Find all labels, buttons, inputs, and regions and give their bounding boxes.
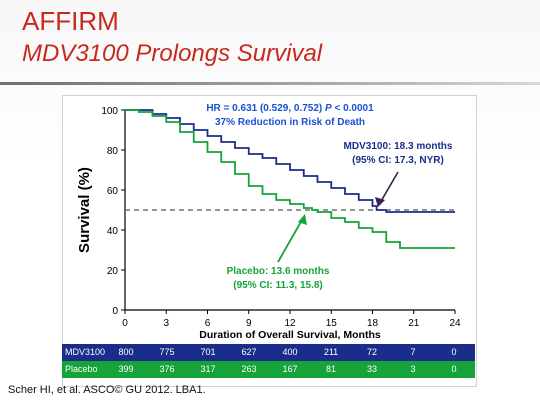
mdv3100-median-label: MDV3100: 18.3 months bbox=[344, 141, 453, 152]
mdv3100-arrow-head bbox=[375, 197, 385, 207]
hr-value: HR = 0.631 (0.529, 0.752) bbox=[206, 103, 325, 114]
x-tick-label: 9 bbox=[246, 318, 252, 329]
risk-cell: 701 bbox=[200, 347, 216, 357]
risk-cell: 399 bbox=[118, 364, 134, 374]
y-axis-ticks: 0 20 40 60 80 100 bbox=[101, 106, 125, 317]
risk-row-mdv3100: MDV3100 800 775 701 627 400 211 72 7 0 bbox=[62, 344, 475, 361]
x-tick-label: 0 bbox=[122, 318, 128, 329]
risk-cell: 211 bbox=[323, 347, 339, 357]
risk-cell: 400 bbox=[282, 347, 298, 357]
risk-cell: 800 bbox=[118, 347, 134, 357]
x-tick-label: 24 bbox=[449, 318, 461, 329]
chart-panel bbox=[62, 95, 477, 387]
hr-annotation-line1: HR = 0.631 (0.529, 0.752) P < 0.0001 bbox=[206, 103, 374, 114]
placebo-arrow-head bbox=[298, 214, 307, 225]
x-tick-label: 3 bbox=[163, 318, 169, 329]
slide-title: AFFIRM bbox=[22, 6, 119, 36]
risk-cell: 317 bbox=[200, 364, 216, 374]
y-axis-label: Survival (%) bbox=[76, 167, 93, 253]
y-tick-label: 20 bbox=[107, 266, 119, 277]
x-tick-label: 15 bbox=[326, 318, 338, 329]
risk-cell: 72 bbox=[366, 347, 377, 357]
x-tick-label: 18 bbox=[367, 318, 379, 329]
risk-cell: 0 bbox=[451, 364, 457, 374]
risk-cell: 627 bbox=[241, 347, 257, 357]
title-divider bbox=[0, 82, 540, 85]
risk-cell: 376 bbox=[159, 364, 175, 374]
y-tick-label: 40 bbox=[107, 226, 119, 237]
risk-cell: 775 bbox=[159, 347, 175, 357]
placebo-median-label: Placebo: 13.6 months bbox=[227, 266, 330, 277]
hr-p-value: < 0.0001 bbox=[332, 103, 374, 114]
x-tick-label: 6 bbox=[205, 318, 211, 329]
citation: Scher HI, et al. ASCO© GU 2012. LBA1. bbox=[8, 384, 206, 396]
placebo-arrow bbox=[277, 219, 303, 263]
hr-annotation-line2: 37% Reduction in Risk of Death bbox=[215, 117, 365, 128]
risk-row-placebo: Placebo 399 376 317 263 167 81 33 3 0 bbox=[62, 361, 475, 378]
y-tick-label: 80 bbox=[107, 146, 119, 157]
numbers-at-risk-table: MDV3100 800 775 701 627 400 211 72 7 0 P… bbox=[62, 344, 475, 378]
risk-row-label: Placebo bbox=[65, 364, 98, 374]
hr-p-symbol: P bbox=[325, 103, 332, 114]
risk-cell: 0 bbox=[451, 347, 457, 357]
risk-cell: 167 bbox=[282, 364, 298, 374]
y-tick-label: 100 bbox=[101, 106, 118, 117]
x-tick-label: 21 bbox=[408, 318, 420, 329]
x-axis-ticks: 0 3 6 9 12 15 18 21 24 bbox=[122, 310, 461, 329]
risk-cell: 7 bbox=[410, 347, 416, 357]
slide-subtitle: MDV3100 Prolongs Survival bbox=[22, 40, 323, 67]
risk-cell: 81 bbox=[325, 364, 336, 374]
risk-row-label: MDV3100 bbox=[65, 347, 106, 357]
risk-cell: 33 bbox=[366, 364, 377, 374]
y-tick-label: 60 bbox=[107, 186, 119, 197]
series-line-mdv3100 bbox=[125, 109, 455, 213]
risk-cell: 263 bbox=[241, 364, 257, 374]
x-tick-label: 12 bbox=[284, 318, 296, 329]
x-axis-label: Duration of Overall Survival, Months bbox=[199, 329, 381, 341]
mdv3100-arrow bbox=[379, 171, 399, 204]
placebo-median-ci: (95% CI: 11.3, 15.8) bbox=[233, 280, 323, 291]
mdv3100-median-ci: (95% CI: 17.3, NYR) bbox=[352, 155, 444, 166]
risk-cell: 3 bbox=[410, 364, 416, 374]
series-line-placebo bbox=[125, 109, 455, 249]
y-tick-label: 0 bbox=[112, 306, 118, 317]
